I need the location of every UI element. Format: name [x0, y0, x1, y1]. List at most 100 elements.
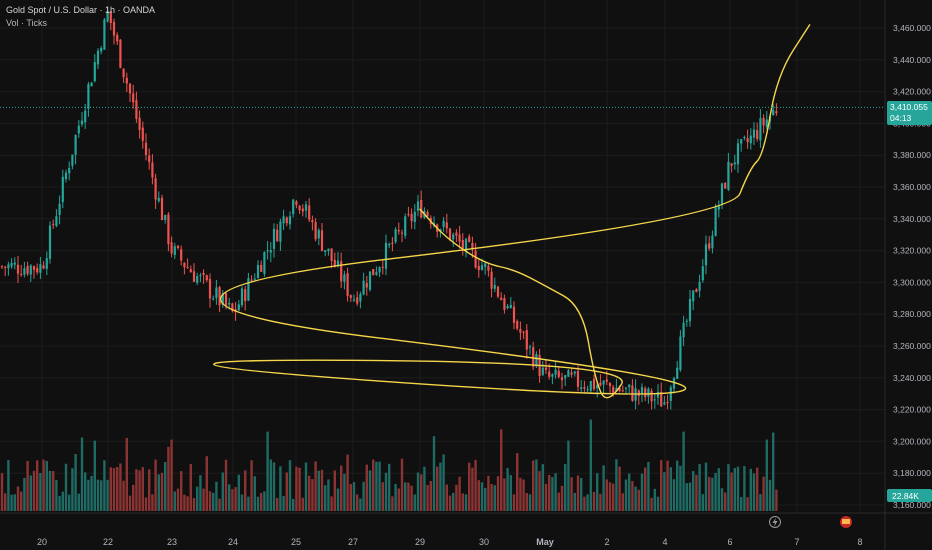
candle-body	[90, 82, 93, 87]
volume-bar	[676, 460, 679, 511]
candle-body	[26, 265, 29, 274]
candle-body	[298, 205, 301, 211]
candle-body	[525, 330, 528, 350]
candle-body	[775, 111, 778, 114]
volume-bar	[55, 480, 58, 511]
time-tick-label: 20	[37, 537, 47, 547]
candle-body	[608, 383, 612, 387]
volume-bar	[589, 419, 592, 511]
time-tick-label: May	[536, 537, 554, 547]
volume-bar	[394, 484, 397, 511]
candle-body	[74, 135, 77, 155]
candle-body	[573, 371, 576, 374]
volume-bar	[512, 494, 516, 511]
candle-body	[160, 197, 164, 221]
volume-bar	[228, 484, 231, 511]
candle-body	[282, 216, 285, 224]
volume-bar	[490, 483, 493, 511]
price-tick-label: 3,320.000	[893, 246, 931, 256]
candle-body	[589, 381, 592, 391]
volume-bar	[381, 482, 384, 511]
candle-body	[743, 136, 746, 138]
freehand-drawing[interactable]	[213, 24, 811, 399]
volume-bar	[679, 465, 682, 511]
volume-bar	[631, 481, 634, 511]
volume-bar	[119, 463, 122, 511]
candle-body	[733, 162, 736, 165]
candle-body	[653, 399, 656, 401]
candle-body	[228, 302, 231, 305]
candle-body	[247, 278, 250, 301]
candle-body	[180, 249, 183, 261]
candle-body	[132, 93, 135, 103]
volume-bar	[148, 469, 151, 511]
candle-body	[292, 199, 295, 215]
candle-body	[151, 162, 154, 178]
volume-bar	[551, 477, 554, 511]
candle-body	[336, 260, 340, 266]
grid	[0, 0, 885, 513]
volume-bar	[660, 460, 663, 511]
candle-body	[420, 199, 423, 218]
candle-body	[221, 293, 224, 305]
symbol-title-text[interactable]: Gold Spot / U.S. Dollar · 1h · OANDA	[6, 5, 156, 15]
volume-bar	[359, 498, 362, 511]
candle-body	[586, 389, 589, 391]
volume-bar	[256, 496, 260, 511]
candle-body	[727, 161, 730, 190]
candle-body	[276, 229, 279, 242]
drawing-layer[interactable]	[213, 24, 811, 399]
volume-bar	[343, 473, 346, 511]
volume-bar	[436, 466, 439, 511]
volume-indicator-text[interactable]: Vol · Ticks	[6, 18, 48, 28]
candle-body	[509, 304, 512, 309]
symbol-title[interactable]: Gold Spot / U.S. Dollar · 1h · OANDA	[6, 5, 155, 15]
lightning-icon[interactable]	[769, 516, 781, 528]
candle-body	[96, 50, 100, 65]
price-tick-label: 3,160.000	[893, 500, 931, 510]
candle-body	[279, 221, 282, 242]
candle-body	[490, 271, 493, 289]
candle-body	[596, 385, 599, 389]
volume-bar	[519, 477, 522, 511]
time-axis[interactable]: 20 22 23 24 25 27 29 30 May 2 4 6 7 8	[0, 512, 932, 547]
price-tick-label: 3,280.000	[893, 309, 931, 319]
volume-bar	[442, 454, 445, 511]
volume-bar	[244, 470, 247, 511]
candle-body	[304, 204, 308, 211]
volume-bar	[212, 492, 215, 511]
volume-bar	[64, 463, 68, 511]
volume-bar	[445, 484, 448, 511]
candle-body	[330, 248, 333, 261]
volume-bar	[538, 471, 541, 511]
volume-bar	[138, 470, 141, 511]
volume-bar	[423, 466, 426, 511]
candle-body	[602, 380, 605, 385]
volume-bar	[304, 462, 308, 511]
candle-body	[554, 369, 557, 375]
volume-bar	[615, 459, 618, 511]
volume-bar	[688, 482, 692, 511]
volume-indicator-label[interactable]: Vol · Ticks	[6, 18, 47, 28]
candle-body	[157, 197, 160, 202]
volume-bar	[282, 496, 285, 511]
volume-bar	[532, 460, 535, 511]
flag-icon[interactable]	[840, 516, 852, 528]
price-axis[interactable]: 3,460.0003,440.0003,420.0003,400.0003,38…	[884, 0, 931, 550]
volume-bar	[420, 474, 423, 511]
candle-body	[548, 371, 551, 377]
candle-body	[522, 331, 525, 333]
candle-body	[676, 367, 679, 379]
candle-body	[756, 130, 759, 139]
volume-bar	[432, 436, 436, 511]
volume-bar	[714, 472, 717, 511]
volume-bar	[39, 473, 42, 511]
price-tick-label: 3,180.000	[893, 468, 931, 478]
candle-body	[45, 258, 48, 269]
volume-bar	[464, 494, 468, 511]
candle-body	[468, 236, 471, 242]
volume-bar	[775, 489, 778, 511]
volume-bar	[410, 485, 413, 511]
